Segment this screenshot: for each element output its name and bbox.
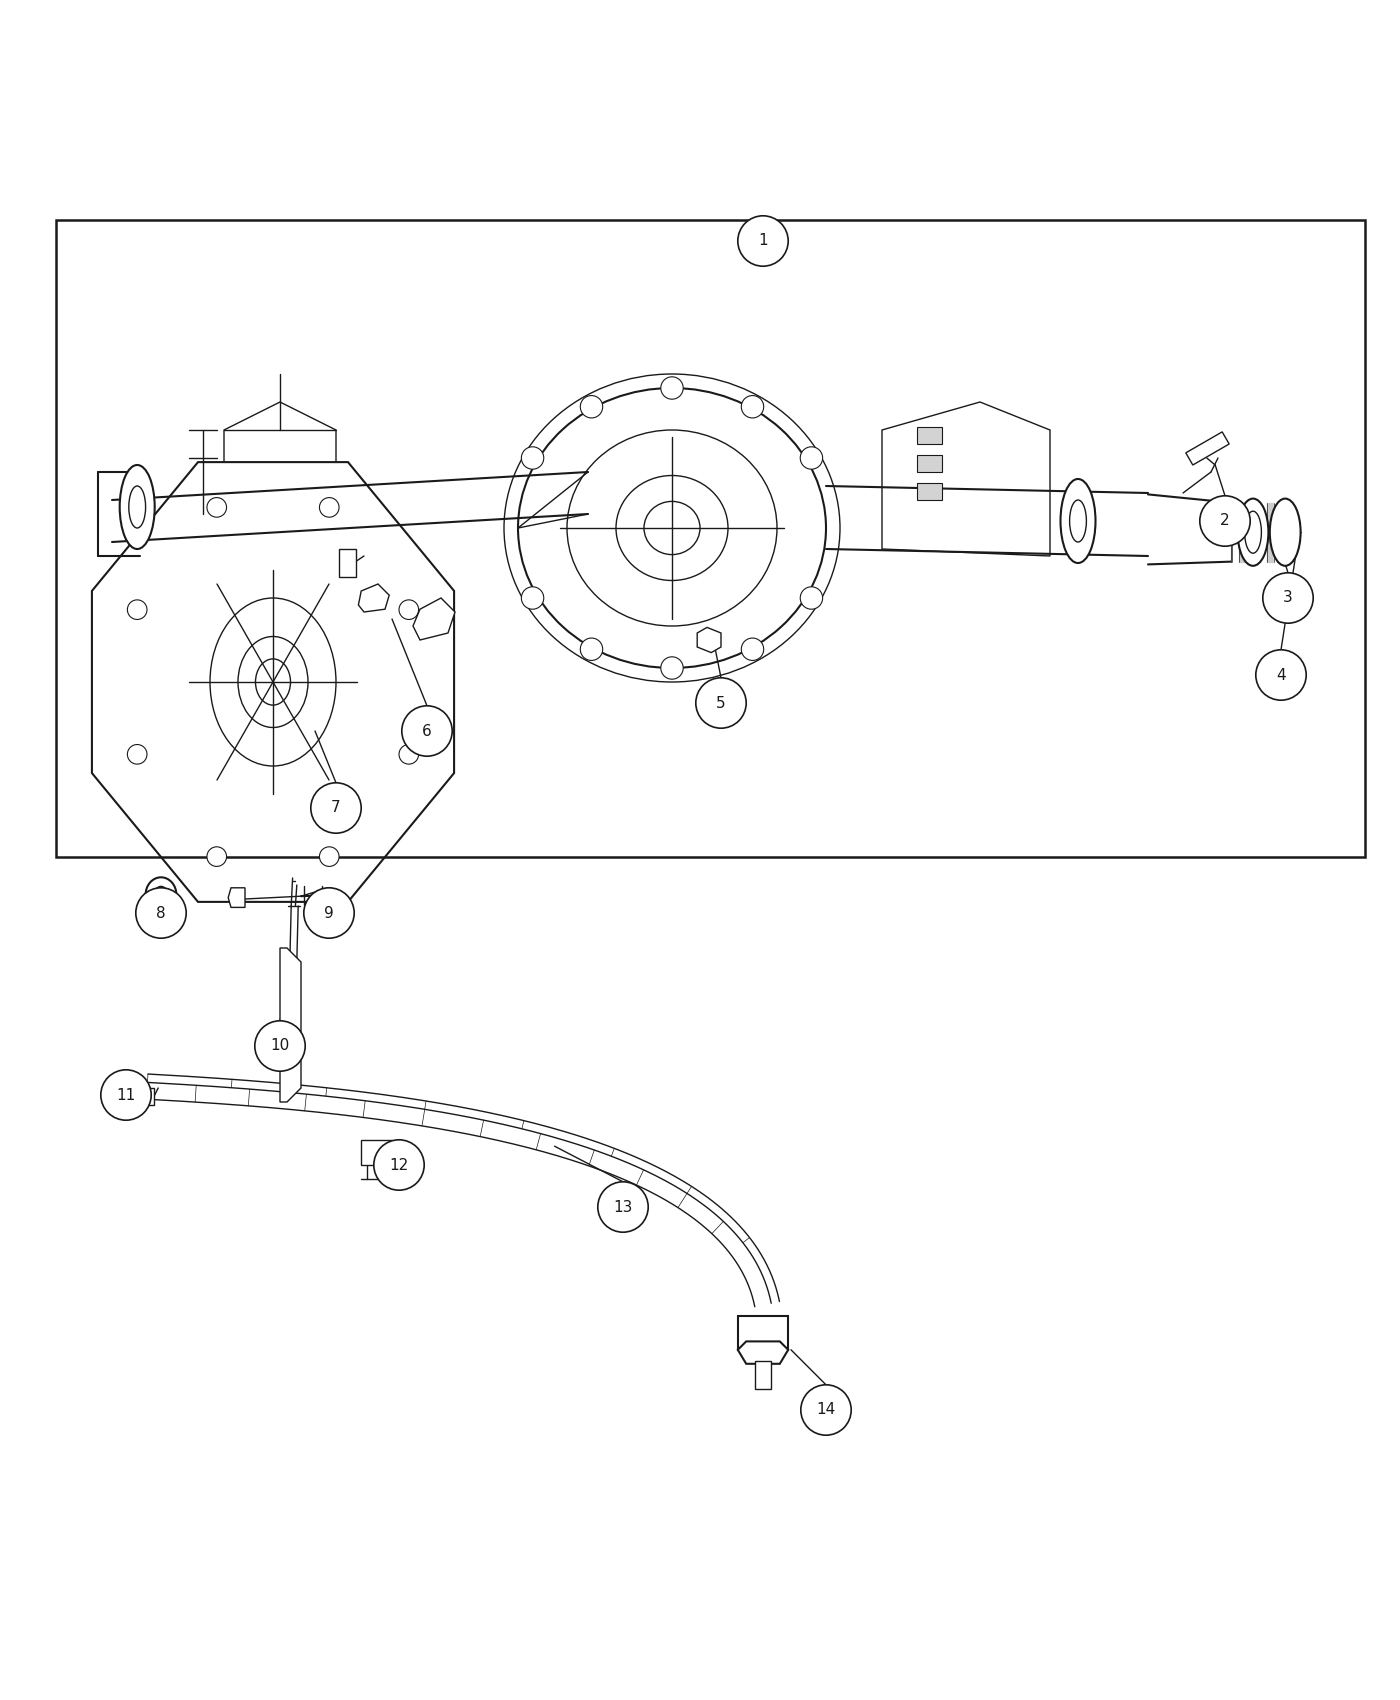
Circle shape <box>521 586 543 609</box>
Polygon shape <box>1232 503 1238 561</box>
Bar <box>917 483 942 500</box>
Polygon shape <box>826 486 1148 556</box>
Polygon shape <box>1274 503 1280 561</box>
Circle shape <box>661 656 683 680</box>
Circle shape <box>402 706 452 756</box>
Ellipse shape <box>1061 479 1095 563</box>
Polygon shape <box>1281 503 1287 561</box>
Bar <box>917 456 942 473</box>
Circle shape <box>1263 573 1313 624</box>
Circle shape <box>801 1386 851 1435</box>
Polygon shape <box>224 401 336 513</box>
Circle shape <box>661 377 683 399</box>
Circle shape <box>207 847 227 867</box>
Polygon shape <box>358 585 389 612</box>
Polygon shape <box>1253 503 1259 561</box>
Circle shape <box>319 498 339 517</box>
Bar <box>339 549 356 576</box>
Ellipse shape <box>120 466 155 549</box>
Circle shape <box>521 447 543 469</box>
Circle shape <box>801 586 823 609</box>
Circle shape <box>580 396 603 418</box>
Polygon shape <box>1239 503 1245 561</box>
Bar <box>56 219 1365 857</box>
Polygon shape <box>697 627 721 653</box>
Circle shape <box>207 498 227 517</box>
Text: 10: 10 <box>270 1039 290 1054</box>
Circle shape <box>101 1069 151 1120</box>
Circle shape <box>311 782 361 833</box>
Polygon shape <box>1267 503 1273 561</box>
Polygon shape <box>112 473 588 542</box>
Circle shape <box>696 678 746 728</box>
Circle shape <box>742 638 764 660</box>
Circle shape <box>304 887 354 938</box>
Ellipse shape <box>146 877 176 913</box>
Text: 9: 9 <box>325 906 333 920</box>
Bar <box>361 1139 392 1164</box>
Text: 5: 5 <box>717 695 725 711</box>
Bar <box>755 1362 771 1389</box>
Text: 14: 14 <box>816 1402 836 1418</box>
Text: 6: 6 <box>423 724 431 738</box>
Circle shape <box>399 745 419 763</box>
Circle shape <box>580 638 602 660</box>
Circle shape <box>1256 649 1306 700</box>
Polygon shape <box>280 949 301 1102</box>
Ellipse shape <box>616 476 728 580</box>
Circle shape <box>127 600 147 619</box>
Polygon shape <box>738 1341 788 1363</box>
Circle shape <box>742 396 764 418</box>
Text: 3: 3 <box>1284 590 1292 605</box>
Circle shape <box>136 887 186 938</box>
Text: 2: 2 <box>1221 513 1229 529</box>
Bar <box>119 1088 154 1105</box>
Bar <box>917 427 942 444</box>
Polygon shape <box>1148 495 1232 564</box>
Text: 8: 8 <box>157 906 165 920</box>
Circle shape <box>801 447 823 469</box>
Polygon shape <box>1246 503 1252 561</box>
Text: 1: 1 <box>759 233 767 248</box>
Circle shape <box>738 216 788 267</box>
Circle shape <box>255 1020 305 1071</box>
Text: 12: 12 <box>389 1158 409 1173</box>
Circle shape <box>399 600 419 619</box>
Polygon shape <box>882 401 1050 556</box>
Ellipse shape <box>1270 498 1301 566</box>
Polygon shape <box>98 473 140 556</box>
Bar <box>1186 432 1229 466</box>
Polygon shape <box>228 887 245 908</box>
Circle shape <box>1200 496 1250 546</box>
Ellipse shape <box>518 388 826 668</box>
Circle shape <box>319 847 339 867</box>
Ellipse shape <box>238 636 308 728</box>
Circle shape <box>374 1139 424 1190</box>
Polygon shape <box>92 462 454 903</box>
Text: 7: 7 <box>332 801 340 816</box>
Bar <box>738 1316 788 1350</box>
Ellipse shape <box>1238 498 1268 566</box>
Polygon shape <box>413 598 455 639</box>
Polygon shape <box>1260 503 1266 561</box>
Text: 11: 11 <box>116 1088 136 1103</box>
Text: 13: 13 <box>613 1200 633 1214</box>
Circle shape <box>127 745 147 763</box>
Text: 4: 4 <box>1277 668 1285 682</box>
Circle shape <box>598 1182 648 1232</box>
